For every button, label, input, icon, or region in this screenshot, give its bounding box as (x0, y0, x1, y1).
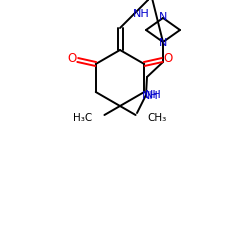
Text: NH: NH (142, 91, 158, 101)
Text: H₃C: H₃C (73, 113, 92, 123)
Text: CH₃: CH₃ (148, 113, 167, 123)
Text: O: O (164, 52, 173, 66)
Text: N: N (159, 12, 167, 22)
Text: NH: NH (132, 9, 150, 19)
Text: N: N (159, 38, 167, 48)
Text: NH: NH (144, 90, 162, 100)
Text: O: O (67, 52, 76, 66)
